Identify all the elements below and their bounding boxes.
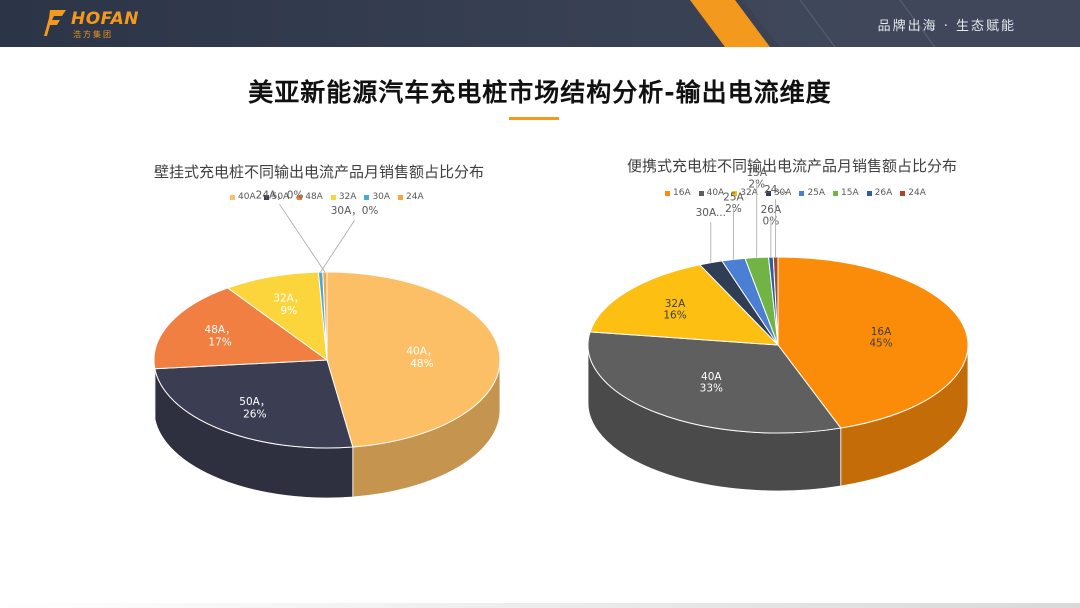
title-underline: [509, 117, 559, 120]
data-label-24A: 24...: [764, 184, 787, 196]
data-label-40A: 40A 33%: [700, 371, 723, 395]
legend-swatch: [297, 194, 303, 200]
data-label-32A: 32A， 9%: [273, 292, 304, 317]
legend-swatch: [263, 194, 269, 200]
legend-label: 24A: [406, 192, 424, 202]
pie-slice-48A: [153, 287, 329, 370]
legend-item-32A: 32A: [330, 192, 357, 202]
legend-label: 32A: [740, 188, 758, 198]
legend-label: 40A: [706, 188, 725, 198]
leader-line: [320, 220, 355, 273]
legend-item-48A: 48A: [297, 192, 323, 202]
legend-item-25A: 25A: [799, 188, 825, 198]
footer-line: [0, 603, 1080, 608]
legend-swatch: [866, 190, 872, 196]
legend-item-24A: 24A: [398, 192, 424, 202]
legend-label: 32A: [338, 192, 357, 202]
legend-label: 30A: [773, 188, 792, 198]
data-label-48A: 48A， 17%: [205, 324, 236, 349]
leader-line: [279, 204, 326, 273]
legend-label: 40A: [238, 192, 256, 202]
legend-item-50A: 50A: [263, 192, 290, 202]
legend-swatch: [900, 190, 906, 196]
data-label-26A: 26A 0%: [761, 204, 782, 228]
legend-item-15A: 15A: [833, 188, 859, 198]
legend-label: 26A: [874, 188, 893, 198]
logo-text: HOFAN: [71, 9, 139, 29]
legend-label: 16A: [673, 188, 691, 198]
logo-subtext: 浩方集团: [73, 30, 113, 39]
chart1-title: 壁挂式充电桩不同输出电流产品月销售额占比分布: [154, 163, 485, 181]
chart2-legend: 16A 40A 32A 30A 25A 15A 26A 24A: [665, 188, 926, 198]
pie-slice-16A: [777, 256, 969, 429]
legend-item-32A: 32A: [732, 188, 758, 198]
data-label-25A: 25A 2%: [723, 192, 744, 216]
pie-chart-2: 16A 45% 40A 33% 32A 16% 30A...25A 2%15A 2% 26A 0% 2…: [587, 167, 969, 492]
data-label-32A: 32A 16%: [663, 298, 686, 322]
data-label-40A: 40A， 48%: [406, 345, 437, 370]
legend-swatch: [364, 194, 370, 200]
legend-item-16A: 16A: [665, 188, 691, 198]
data-label-16A: 16A 45%: [869, 326, 892, 350]
logo-mark-icon: [44, 10, 66, 36]
header-slogan: 品牌出海 · 生态赋能: [877, 19, 1016, 34]
pie-chart-1: 40A， 48% 50A， 26% 48A， 17% 32A， 9% 30A，0% 24A，0%: [153, 189, 501, 499]
legend-label: 50A: [271, 192, 290, 202]
legend-label: 48A: [305, 192, 323, 202]
data-label-50A: 50A， 26%: [239, 396, 270, 421]
data-label-24A: 24A，0%: [256, 189, 304, 201]
legend-swatch: [833, 190, 839, 196]
hofan-logo: HOFAN 浩方集团: [44, 8, 139, 40]
legend-item-30A: 30A: [765, 188, 792, 198]
legend-label: 15A: [841, 188, 859, 198]
legend-label: 24A: [908, 188, 926, 198]
legend-item-26A: 26A: [866, 188, 893, 198]
legend-swatch: [665, 190, 670, 196]
data-label-15A: 15A 2%: [746, 167, 767, 191]
legend-swatch: [765, 190, 771, 196]
pie-slice-32A: [226, 271, 328, 362]
legend-swatch: [230, 194, 235, 200]
pie-slice-50A: [154, 359, 354, 449]
legend-item-40A: 40A: [230, 192, 256, 202]
chart2-title: 便携式充电桩不同输出电流产品月销售额占比分布: [627, 157, 958, 175]
header-bar: HOFAN 浩方集团 品牌出海 · 生态赋能: [0, 0, 1080, 47]
legend-item-24A: 24A: [900, 188, 926, 198]
data-label-30A: 30A...: [696, 207, 726, 219]
data-label-30A: 30A，0%: [331, 205, 379, 217]
pie-slice-40A: [587, 331, 842, 434]
header-decoration: [690, 0, 1080, 47]
legend-swatch: [398, 194, 404, 200]
legend-label: 30A: [372, 192, 391, 202]
pie-slice-40A: [326, 271, 501, 448]
legend-item-30A: 30A: [364, 192, 390, 202]
legend-label: 25A: [807, 188, 826, 198]
legend-swatch: [732, 190, 738, 196]
legend-swatch: [799, 190, 805, 196]
pie-slice-32A: [589, 264, 780, 346]
page-title: 美亚新能源汽车充电桩市场结构分析-输出电流维度: [248, 78, 832, 107]
chart1-legend: 40A 50A 48A 32A 30A 24A: [230, 192, 424, 202]
legend-swatch: [698, 190, 704, 196]
legend-item-40A: 40A: [698, 188, 725, 198]
legend-swatch: [330, 194, 336, 200]
